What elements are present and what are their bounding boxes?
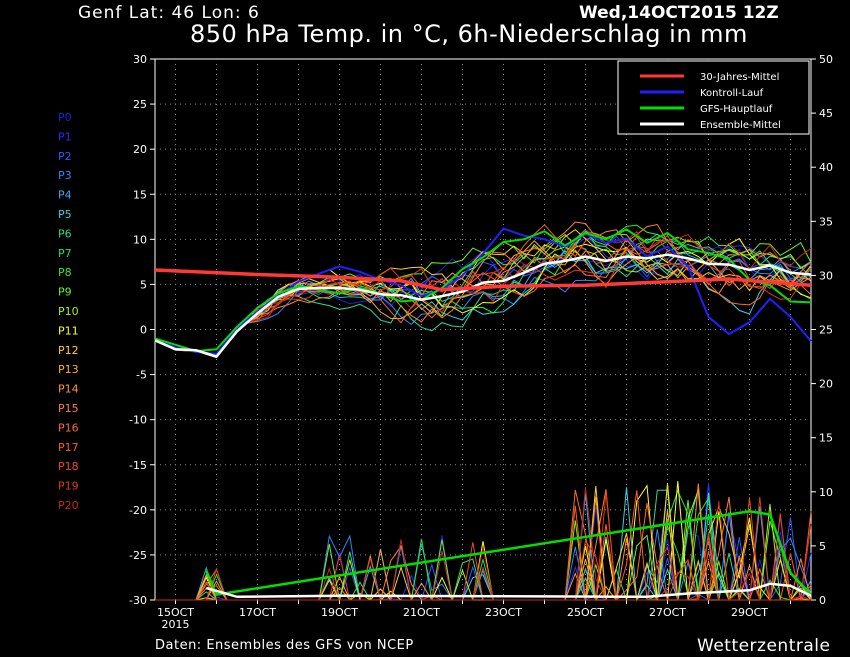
member-label: P8 [58, 266, 72, 279]
member-temp-line [154, 238, 812, 357]
time-axis: 15OCT 17OCT 19OCT 21OCT 23OCT 25OCT 27OCT 29OCT… [157, 600, 791, 631]
y-right-tick-label: 15 [819, 432, 833, 445]
x-tick-label: 19OCT [321, 606, 358, 619]
y-tick-label: -15 [129, 459, 147, 472]
run-date: Wed,14OCT2015 12Z [579, 3, 779, 23]
y-right-tick-label: 5 [819, 540, 826, 553]
member-label: P1 [58, 130, 72, 143]
member-label: P17 [58, 441, 79, 454]
member-label: P7 [58, 247, 72, 260]
member-label: P16 [58, 421, 79, 434]
member-label: P11 [58, 324, 79, 337]
member-label: P4 [58, 189, 72, 202]
legend-label: Kontroll-Lauf [700, 88, 764, 99]
legend-box [617, 60, 810, 135]
y-tick-label: 20 [133, 143, 147, 156]
legend: 30-Jahres-Mittel Kontroll-Lauf GFS-Hauptla… [617, 60, 810, 135]
y-tick-label: -5 [136, 369, 147, 382]
y-tick-label: 5 [140, 278, 147, 291]
chart-title: 850 hPa Temp. in °C, 6h-Niederschlag in … [190, 20, 748, 48]
y-tick-label: 15 [133, 188, 147, 201]
x-tick-label: 23OCT [485, 606, 522, 619]
x-tick-label: 29OCT [731, 606, 768, 619]
ensemble-mean-line [154, 253, 812, 358]
member-label: P6 [58, 227, 72, 240]
plot-lines [154, 221, 812, 602]
y-tick-label: 30 [133, 53, 147, 66]
member-label: P2 [58, 150, 72, 163]
member-label: P12 [58, 344, 79, 357]
y-tick-label: -10 [129, 414, 147, 427]
member-label: P15 [58, 402, 79, 415]
x-tick-label: 27OCT [649, 606, 686, 619]
ensemble-mean-precip-line [205, 582, 812, 599]
member-label: P0 [58, 111, 72, 124]
left-axis: -30 -25 -20 -15 -10 -5 0 5 10 15 20 25 30 [129, 53, 155, 607]
y-right-tick-label: 50 [819, 53, 833, 66]
member-label: P13 [58, 363, 79, 376]
member-label: P3 [58, 169, 72, 182]
y-tick-label: 25 [133, 98, 147, 111]
member-temp-line [154, 236, 812, 358]
right-axis: 0 5 10 15 20 25 30 35 40 45 50 [811, 53, 833, 607]
x-tick-label: 21OCT [403, 606, 440, 619]
plot-frame [154, 58, 812, 601]
grid [155, 59, 811, 600]
member-temp-line [154, 247, 812, 358]
legend-label: 30-Jahres-Mittel [700, 72, 779, 83]
y-right-tick-label: 45 [819, 107, 833, 120]
x-tick-label: 15OCT [157, 606, 194, 619]
member-label: P20 [58, 499, 79, 512]
y-tick-label: -30 [129, 594, 147, 607]
member-temp-line [154, 221, 812, 358]
location-label: Genf Lat: 46 Lon: 6 [78, 3, 260, 23]
legend-label: GFS-Hauptlauf [700, 104, 773, 115]
y-right-tick-label: 10 [819, 486, 833, 499]
y-tick-label: 10 [133, 233, 147, 246]
control-run-line [154, 227, 812, 355]
member-label: P10 [58, 305, 79, 318]
member-precip-line [155, 487, 812, 601]
legend-label: Ensemble-Mittel [700, 120, 781, 131]
member-label: P18 [58, 460, 79, 473]
member-label: P5 [58, 208, 72, 221]
member-label: P19 [58, 480, 79, 493]
y-tick-label: -20 [129, 504, 147, 517]
member-temp-line [154, 237, 812, 357]
y-right-tick-label: 30 [819, 269, 833, 282]
x-tick-year: 2015 [162, 618, 190, 631]
data-source: Daten: Ensembles des GFS von NCEP [155, 638, 414, 653]
y-tick-label: -25 [129, 549, 147, 562]
brand-label: Wetterzentrale [697, 636, 831, 656]
member-labels: P0 P1 P2 P3 P4 P5 P6 P7 P8 P9 P10 P11 P12 P13 P14 P15 P1… [58, 111, 79, 512]
y-right-tick-label: 40 [819, 161, 833, 174]
x-tick-label: 25OCT [567, 606, 604, 619]
climate-mean-line [154, 268, 812, 292]
member-label: P9 [58, 286, 72, 299]
y-right-tick-label: 0 [819, 594, 826, 607]
y-right-tick-label: 20 [819, 378, 833, 391]
y-right-tick-label: 25 [819, 324, 833, 337]
member-label: P14 [58, 383, 79, 396]
y-right-tick-label: 35 [819, 215, 833, 228]
main-run-line [154, 228, 812, 353]
y-tick-label: 0 [140, 324, 147, 337]
x-tick-label: 17OCT [239, 606, 276, 619]
